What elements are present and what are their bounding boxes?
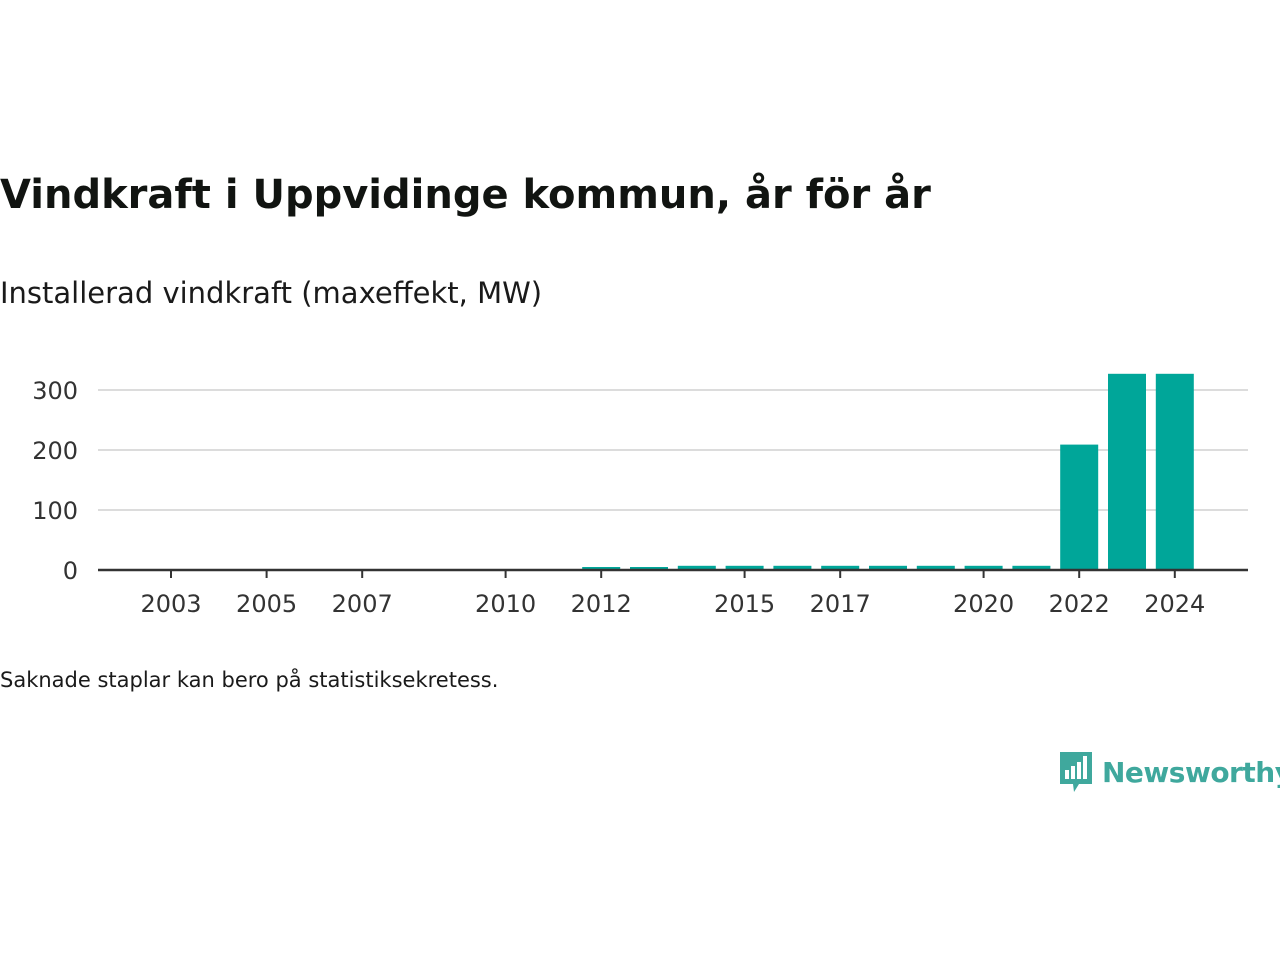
y-tick-label: 100 (32, 497, 78, 525)
y-gridlines (98, 389, 1248, 511)
x-tick-label: 2012 (571, 590, 632, 618)
bar (1108, 373, 1146, 570)
bar (964, 565, 1003, 570)
y-tick-label: 200 (32, 437, 78, 465)
bar (1060, 444, 1099, 570)
y-tick-label: 300 (32, 377, 78, 405)
brand-logo: Newsworthy (1058, 748, 1280, 796)
chart-subtitle: Installerad vindkraft (maxeffekt, MW) (0, 276, 543, 310)
x-tick-label: 2015 (714, 590, 775, 618)
bar (677, 565, 716, 570)
x-tick-label: 2010 (475, 590, 536, 618)
bar (916, 565, 955, 570)
footnote: Saknade staplar kan bero på statistiksek… (0, 668, 499, 692)
bar (1012, 565, 1051, 570)
bar (1155, 373, 1194, 570)
bar (725, 565, 764, 570)
bar (821, 565, 860, 570)
bars (582, 373, 1194, 570)
bar (773, 565, 812, 570)
brand-name: Newsworthy (1102, 755, 1280, 789)
bar (869, 565, 907, 570)
x-tick-label: 2007 (332, 590, 393, 618)
x-tick-label: 2020 (953, 590, 1014, 618)
bar (582, 567, 621, 570)
y-axis: 0 100 200 300 (32, 377, 78, 585)
newsworthy-logo-icon (1060, 752, 1092, 792)
bar (630, 567, 668, 570)
chart-title: Vindkraft i Uppvidinge kommun, år för år (0, 172, 931, 218)
x-tick-label: 2005 (236, 590, 297, 618)
x-tick-label: 2017 (810, 590, 871, 618)
x-tick-label: 2024 (1144, 590, 1205, 618)
y-tick-label: 0 (63, 557, 78, 585)
x-tick-label: 2022 (1049, 590, 1110, 618)
x-tick-label: 2003 (140, 590, 201, 618)
x-axis: 2003 2005 2007 2010 2012 2015 2017 2020 2022 2024 (98, 568, 1248, 618)
